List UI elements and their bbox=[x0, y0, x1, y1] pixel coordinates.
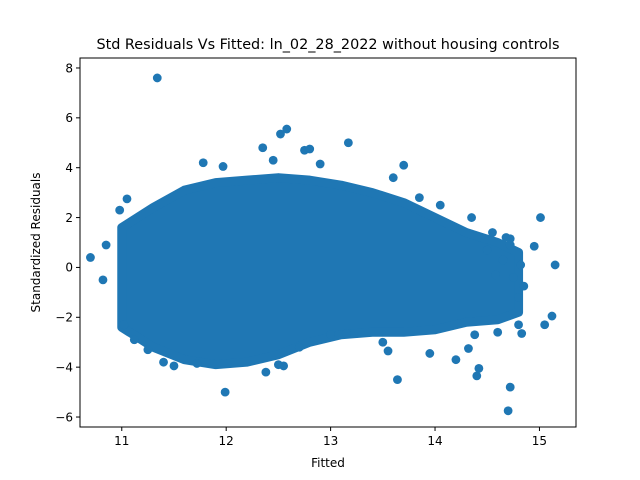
y-tick-label: 8 bbox=[65, 61, 73, 75]
scatter-point bbox=[341, 329, 351, 338]
x-tick-label: 13 bbox=[323, 434, 338, 448]
scatter-point bbox=[393, 375, 402, 385]
scatter-point bbox=[503, 406, 513, 416]
scatter-point bbox=[129, 335, 139, 345]
scatter-point bbox=[516, 260, 526, 270]
scatter-point bbox=[258, 143, 268, 153]
scatter-point bbox=[464, 344, 473, 353]
x-tick-label: 11 bbox=[114, 434, 129, 448]
scatter-point bbox=[550, 260, 560, 270]
scatter-point bbox=[315, 159, 325, 169]
scatter-point bbox=[282, 124, 292, 134]
scatter-point bbox=[294, 342, 304, 352]
scatter-point bbox=[101, 240, 111, 250]
scatter-point bbox=[305, 144, 315, 154]
scatter-point bbox=[425, 349, 435, 358]
scatter-point bbox=[143, 345, 153, 355]
scatter-point bbox=[508, 273, 518, 282]
scatter-point bbox=[388, 173, 398, 183]
scatter-point bbox=[98, 275, 108, 285]
scatter-point bbox=[493, 327, 503, 337]
scatter-point bbox=[536, 213, 545, 222]
y-axis-label: Standardized Residuals bbox=[29, 173, 43, 313]
scatter-point bbox=[501, 233, 511, 242]
scatter-points bbox=[86, 73, 560, 416]
scatter-point bbox=[192, 359, 202, 368]
scatter-point bbox=[514, 292, 523, 302]
scatter-point bbox=[540, 320, 550, 330]
scatter-point bbox=[529, 241, 539, 251]
scatter-point bbox=[122, 194, 132, 204]
scatter-point bbox=[198, 158, 208, 168]
scatter-point bbox=[467, 213, 476, 222]
scatter-point bbox=[383, 346, 393, 356]
scatter-point bbox=[159, 357, 168, 367]
scatter-point bbox=[470, 330, 480, 340]
scatter-point bbox=[169, 361, 179, 371]
scatter-point bbox=[514, 320, 523, 330]
scatter-point bbox=[119, 320, 129, 330]
scatter-point bbox=[261, 367, 271, 377]
scatter-point bbox=[505, 382, 515, 392]
scatter-point bbox=[498, 255, 508, 265]
scatter-point bbox=[491, 270, 500, 280]
y-tick-label: −2 bbox=[55, 311, 73, 325]
scatter-point bbox=[115, 205, 125, 215]
scatter-point bbox=[326, 330, 336, 340]
scatter-point bbox=[268, 155, 278, 165]
scatter-point bbox=[451, 355, 461, 365]
scatter-point bbox=[86, 253, 95, 262]
scatter-point bbox=[343, 138, 353, 148]
scatter-point bbox=[488, 228, 497, 237]
x-tick-label: 14 bbox=[427, 434, 442, 448]
y-tick-label: −4 bbox=[55, 360, 73, 374]
x-tick-label: 15 bbox=[532, 434, 547, 448]
y-axis: −6 −4 −2 0 2 4 6 8 bbox=[55, 61, 80, 424]
scatter-point bbox=[474, 364, 484, 373]
scatter-point bbox=[517, 329, 527, 338]
scatter-point bbox=[152, 73, 162, 83]
x-tick-label: 12 bbox=[219, 434, 234, 448]
scatter-point bbox=[399, 160, 409, 170]
scatter-point bbox=[279, 361, 289, 371]
y-tick-label: −6 bbox=[55, 410, 73, 424]
scatter-point bbox=[505, 240, 515, 250]
scatter-point bbox=[414, 193, 424, 203]
y-tick-label: 6 bbox=[65, 111, 73, 125]
y-tick-label: 2 bbox=[65, 211, 73, 225]
scatter-point bbox=[220, 387, 230, 397]
scatter-point bbox=[435, 200, 445, 210]
x-axis: 11 12 13 14 15 bbox=[114, 427, 547, 448]
scatter-point bbox=[276, 129, 285, 139]
scatter-point bbox=[218, 162, 228, 171]
dense-point-cloud bbox=[117, 173, 524, 370]
scatter-point bbox=[378, 337, 388, 347]
scatter-point bbox=[547, 311, 557, 321]
scatter-point bbox=[519, 281, 529, 291]
plot-area-frame bbox=[79, 57, 577, 428]
y-tick-label: 4 bbox=[65, 161, 73, 175]
y-tick-label: 0 bbox=[65, 261, 73, 275]
x-axis-label: Fitted bbox=[311, 456, 345, 470]
scatter-point bbox=[482, 245, 492, 255]
chart-title: Std Residuals Vs Fitted: ln_02_28_2022 w… bbox=[96, 37, 559, 53]
scatter-point bbox=[472, 371, 482, 381]
